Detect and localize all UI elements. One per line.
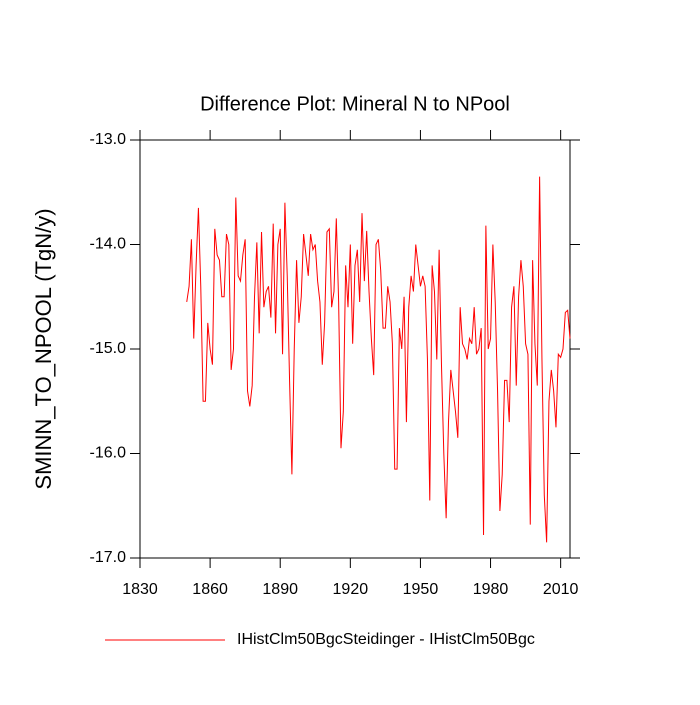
x-tick-label: 1980 (473, 581, 509, 598)
y-tick-label: -15.0 (90, 340, 127, 357)
legend-label: IHistClm50BgcSteidinger - IHistClm50Bgc (237, 631, 535, 648)
plot-frame (139, 139, 571, 559)
x-tick-label: 1890 (262, 581, 298, 598)
y-tick-label: -14.0 (90, 236, 127, 253)
y-tick-label: -13.0 (90, 131, 127, 148)
x-tick-label: 1950 (403, 581, 439, 598)
x-tick-label: 2010 (543, 581, 579, 598)
y-tick-label: -17.0 (90, 549, 127, 566)
data-line (186, 176, 571, 543)
chart-title: Difference Plot: Mineral N to NPool (200, 93, 510, 115)
y-axis-label: SMINN_TO_NPOOL (TgN/y) (31, 208, 56, 489)
x-tick-label: 1860 (192, 581, 228, 598)
x-tick-label: 1830 (122, 581, 158, 598)
x-tick-label: 1920 (333, 581, 369, 598)
y-tick-label: -16.0 (90, 445, 127, 462)
